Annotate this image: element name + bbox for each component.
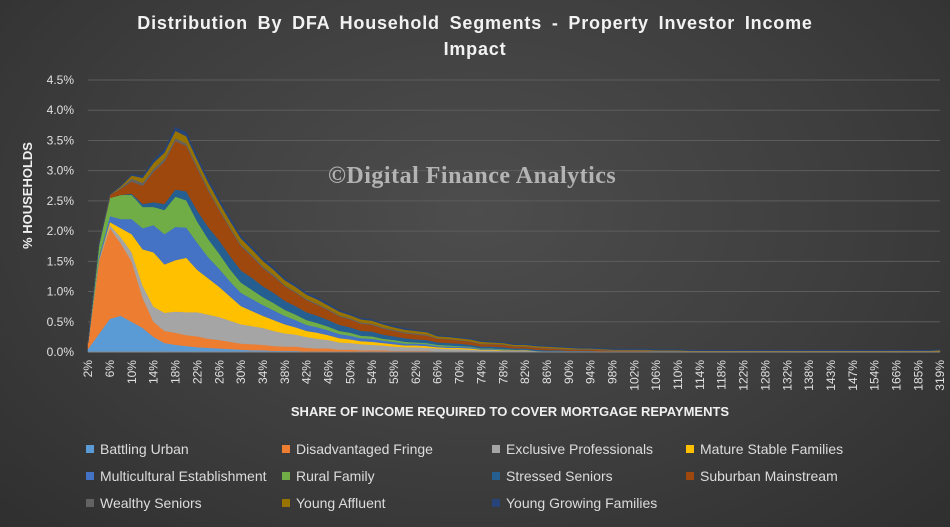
x-tick-label: 147% [846, 360, 860, 391]
legend-label: Multicultural Establishment [100, 468, 267, 484]
x-tick-label: 2% [81, 360, 95, 378]
x-tick-label: 34% [256, 360, 270, 384]
x-tick-label: 58% [387, 360, 401, 384]
legend-item: Mature Stable Families [686, 441, 843, 457]
y-tick-label: 2.0% [47, 224, 75, 238]
x-tick-label: 185% [911, 360, 925, 391]
x-tick-label: 128% [758, 360, 772, 391]
legend-label: Young Growing Families [506, 495, 658, 511]
x-tick-label: 74% [474, 360, 488, 384]
legend-label: Disadvantaged Fringe [296, 441, 433, 457]
x-tick-label: 42% [300, 360, 314, 384]
y-tick-label: 0.5% [47, 315, 75, 329]
y-tick-label: 4.5% [47, 73, 75, 87]
legend-label: Battling Urban [100, 441, 189, 457]
x-tick-label: 78% [496, 360, 510, 384]
y-tick-label: 0.0% [47, 345, 75, 359]
x-tick-label: 143% [824, 360, 838, 391]
x-tick-label: 82% [518, 360, 532, 384]
legend-item: Stressed Seniors [492, 468, 613, 484]
legend: Battling Urban Disadvantaged Fringe Exclus… [86, 441, 946, 525]
legend-swatch [86, 445, 94, 453]
x-tick-label: 10% [125, 360, 139, 384]
x-tick-label: 22% [190, 360, 204, 384]
legend-label: Rural Family [296, 468, 375, 484]
legend-label: Suburban Mainstream [700, 468, 838, 484]
legend-item: Disadvantaged Fringe [282, 441, 433, 457]
legend-label: Exclusive Professionals [506, 441, 654, 457]
area-young-growing-families [87, 126, 941, 352]
legend-label: Stressed Seniors [506, 468, 613, 484]
x-tick-label: 114% [693, 360, 707, 390]
legend-item: Young Growing Families [492, 495, 657, 511]
x-tick-label: 30% [234, 360, 248, 384]
legend-item: Battling Urban [86, 441, 189, 457]
legend-item: Multicultural Establishment [86, 468, 267, 484]
y-tick-label: 1.5% [47, 254, 75, 268]
watermark: ©Digital Finance Analytics [328, 163, 617, 189]
legend-item: Rural Family [282, 468, 375, 484]
y-tick-label: 1.0% [47, 285, 75, 299]
x-tick-label: 110% [671, 360, 685, 390]
x-tick-label: 94% [584, 360, 598, 384]
x-tick-label: 50% [343, 360, 357, 384]
legend-swatch [492, 445, 500, 453]
x-tick-label: 106% [649, 360, 663, 391]
legend-swatch [686, 445, 694, 453]
legend-swatch [492, 499, 500, 507]
legend-label: Young Affluent [296, 495, 386, 511]
y-tick-label: 3.0% [47, 164, 75, 178]
x-tick-label: 66% [431, 360, 445, 384]
plot-area: 0.0% 0.5% 1.0% 1.5% 2.0% 2.5% 3.0% 3.5% 4.0% 4.5%… [47, 73, 948, 391]
x-tick-label: 38% [278, 360, 292, 384]
x-tick-label: 166% [890, 360, 904, 391]
x-tick-label: 122% [737, 360, 751, 391]
x-tick-label: 86% [540, 360, 554, 384]
x-tick-label: 154% [868, 360, 882, 391]
x-tick-label: 54% [365, 360, 379, 384]
legend-item: Wealthy Seniors [86, 495, 202, 511]
x-tick-label: 319% [933, 360, 947, 391]
x-tick-label: 62% [409, 360, 423, 384]
legend-swatch [282, 499, 290, 507]
y-tick-label: 4.0% [47, 103, 75, 117]
x-tick-label: 18% [169, 360, 183, 384]
legend-swatch [492, 472, 500, 480]
legend-label: Mature Stable Families [700, 441, 844, 457]
x-tick-label: 26% [212, 360, 226, 384]
x-tick-label: 70% [453, 360, 467, 384]
x-tick-label: 14% [147, 360, 161, 384]
legend-item: Young Affluent [282, 495, 386, 511]
x-tick-label: 138% [802, 360, 816, 391]
x-tick-label: 132% [780, 360, 794, 391]
legend-item: Suburban Mainstream [686, 468, 838, 484]
legend-item: Exclusive Professionals [492, 441, 653, 457]
x-tick-label: 98% [606, 360, 620, 384]
chart-title: Distribution By DFA Household Segments -… [137, 13, 813, 59]
legend-swatch [86, 472, 94, 480]
legend-label: Wealthy Seniors [100, 495, 202, 511]
y-tick-label: 3.5% [47, 133, 75, 147]
x-tick-label: 6% [103, 360, 117, 378]
legend-swatch [282, 472, 290, 480]
legend-swatch [686, 472, 694, 480]
x-tick-label: 118% [715, 360, 729, 390]
x-tick-label: 90% [562, 360, 576, 384]
x-tick-label: 46% [322, 360, 336, 384]
x-axis-title: SHARE OF INCOME REQUIRED TO COVER MORTGA… [290, 404, 730, 419]
x-tick-label: 102% [627, 360, 641, 391]
y-tick-label: 2.5% [47, 194, 75, 208]
legend-swatch [86, 499, 94, 507]
legend-swatch [282, 445, 290, 453]
